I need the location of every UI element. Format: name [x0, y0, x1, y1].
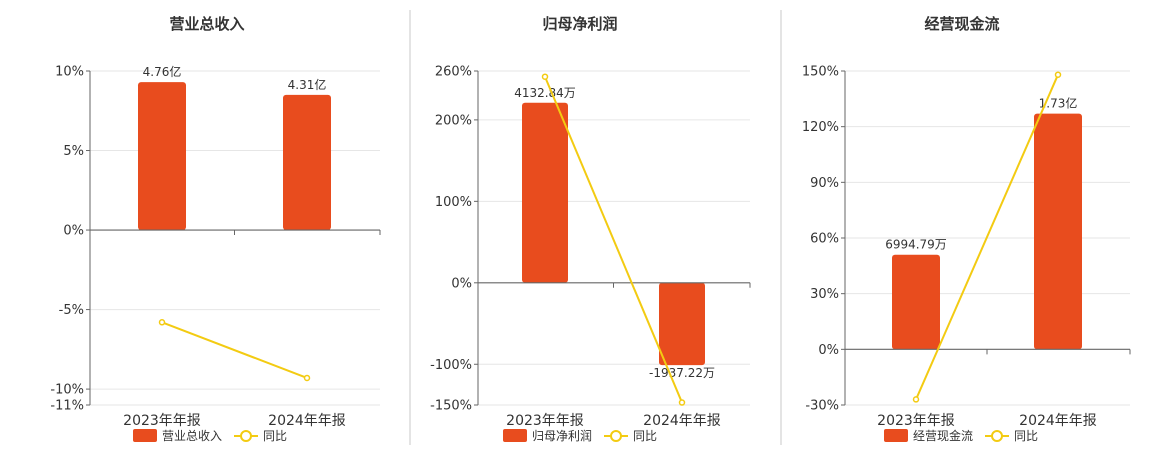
- yoy-point: [912, 396, 920, 403]
- bar: [1034, 113, 1082, 350]
- yoy-point: [1054, 71, 1062, 78]
- legend-line-label: 同比: [263, 429, 287, 443]
- x-category-label: 2023年年报: [123, 413, 201, 429]
- y-tick-label: 0%: [63, 224, 84, 239]
- legend-bar-label: 营业总收入: [162, 429, 222, 443]
- yoy-point: [303, 374, 311, 382]
- yoy-line: [915, 74, 1059, 400]
- y-tick-label: -30%: [805, 399, 839, 414]
- legend-bar-label: 经营现金流: [913, 428, 973, 443]
- y-tick-label: 0%: [451, 276, 472, 291]
- chart-net-profit: 归母净利润 归母净利润 同比 -150% -100% 0% 100% 200% 260% 4…: [430, 15, 751, 443]
- chart-revenue: 营业总收入 营业总收入 同比 -11%-10% -5% 0% 5% 10% 4.76亿 4.…: [50, 15, 381, 443]
- y-tick-label: 30%: [810, 287, 839, 302]
- y-tick-label: 200%: [435, 113, 472, 128]
- x-category-label: 2024年年报: [1019, 413, 1097, 429]
- chart-title: 经营现金流: [924, 15, 999, 33]
- y-tick-label: 90%: [810, 176, 839, 191]
- legend-bar-swatch: [133, 429, 157, 442]
- legend-line-marker: [610, 430, 622, 442]
- y-tick-label: -100%: [430, 358, 472, 373]
- yoy-line: [161, 321, 308, 379]
- y-tick-label: 10%: [55, 65, 84, 80]
- yoy-line: [544, 76, 683, 403]
- bar-data-label: 1.73亿: [1039, 96, 1078, 111]
- y-tick-label: -11%: [50, 399, 84, 414]
- legend-bar-label: 归母净利润: [532, 429, 592, 443]
- bar: [138, 82, 186, 231]
- y-tick-label: 5%: [63, 144, 84, 159]
- bar: [522, 102, 568, 283]
- y-tick-label: -5%: [59, 303, 84, 318]
- bar-data-label: 4.31亿: [288, 77, 327, 92]
- bar: [659, 282, 705, 366]
- bar-data-label: 4.76亿: [143, 64, 182, 79]
- bar-data-label: 4132.84万: [514, 86, 576, 100]
- x-category-label: 2023年年报: [877, 413, 955, 429]
- bar: [892, 254, 940, 350]
- legend-line-marker: [240, 430, 252, 442]
- y-tick-label: 260%: [435, 65, 472, 80]
- x-category-label: 2024年年报: [643, 413, 721, 429]
- legend-line-label: 同比: [633, 429, 657, 443]
- x-category-label: 2024年年报: [268, 413, 346, 429]
- bar-data-label: 6994.79万: [885, 238, 947, 252]
- yoy-point: [158, 319, 166, 326]
- yoy-point: [541, 73, 549, 80]
- legend-bar-swatch: [884, 429, 908, 442]
- bar: [283, 94, 331, 231]
- chart-operating-cashflow: 经营现金流 经营现金流 同比 -30% 0% 30% 60% 90% 120% 150% 69…: [802, 15, 1131, 443]
- y-tick-label: 120%: [802, 120, 839, 135]
- y-tick-label: -10%: [50, 383, 84, 398]
- y-tick-label: 60%: [810, 232, 839, 247]
- legend-line-label: 同比: [1014, 429, 1038, 443]
- chart-title: 归母净利润: [542, 15, 617, 33]
- x-category-label: 2023年年报: [506, 413, 584, 429]
- bar-data-label: -1937.22万: [649, 366, 715, 380]
- y-tick-label: -150%: [430, 399, 472, 414]
- y-tick-label: 150%: [802, 65, 839, 80]
- y-tick-label: 0%: [818, 343, 839, 358]
- legend-line-marker: [991, 430, 1003, 442]
- y-tick-label: 100%: [435, 195, 472, 210]
- chart-title: 营业总收入: [169, 15, 244, 33]
- legend-bar-swatch: [503, 429, 527, 442]
- yoy-point: [678, 399, 686, 406]
